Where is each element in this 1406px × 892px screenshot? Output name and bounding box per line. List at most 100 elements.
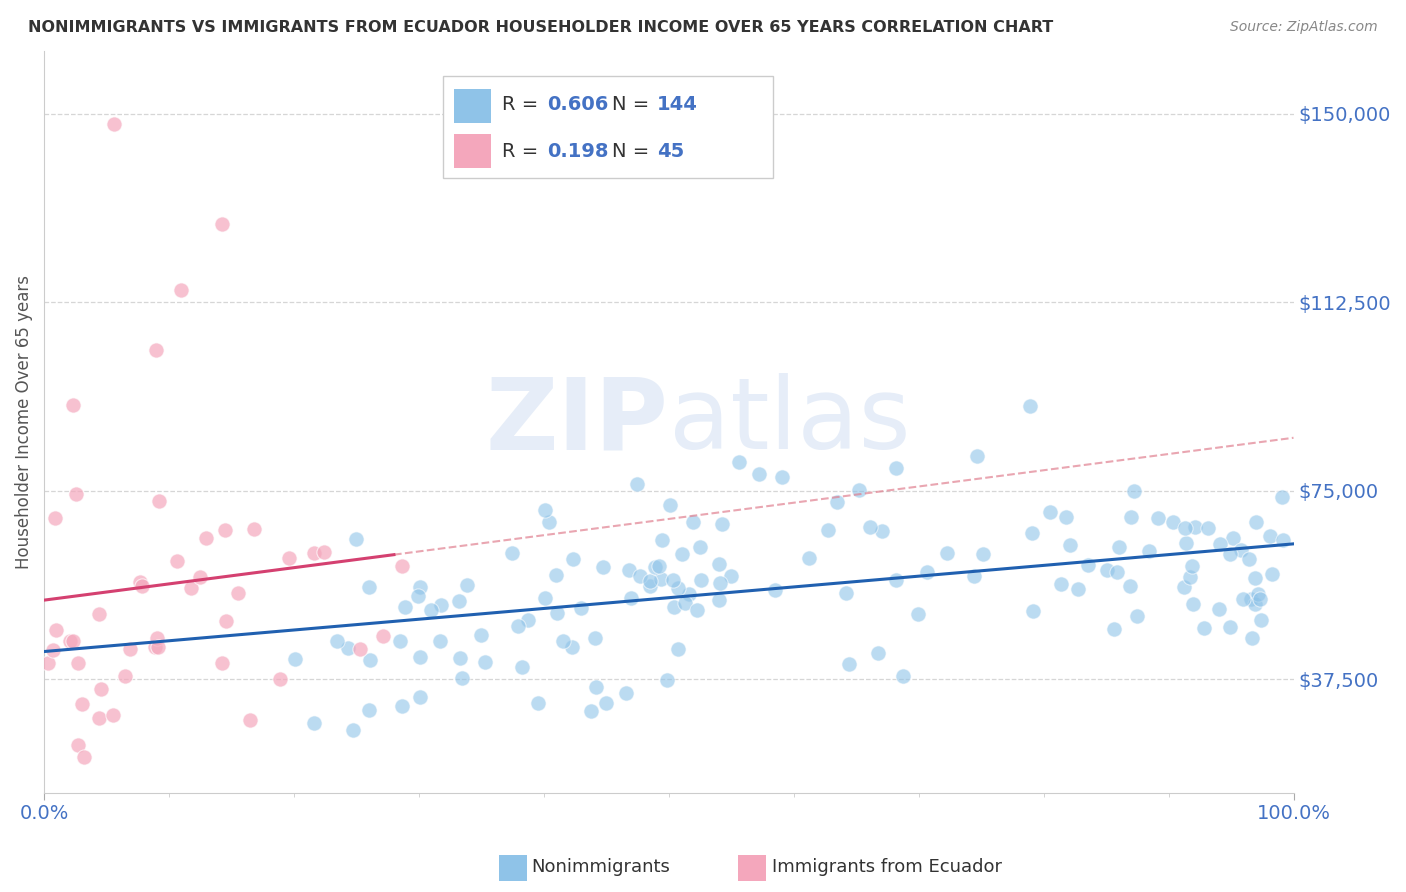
Text: Immigrants from Ecuador: Immigrants from Ecuador bbox=[772, 858, 1002, 876]
Point bbox=[1250, 613, 1272, 627]
Point bbox=[533, 591, 555, 605]
Point bbox=[707, 557, 730, 571]
Point bbox=[408, 690, 430, 704]
Point bbox=[1271, 533, 1294, 547]
Point bbox=[595, 696, 617, 710]
Point bbox=[710, 516, 733, 531]
Point bbox=[1229, 542, 1251, 557]
Point bbox=[1232, 592, 1254, 607]
Point bbox=[90, 682, 112, 697]
Point bbox=[686, 603, 709, 617]
Point bbox=[1173, 580, 1195, 594]
Point bbox=[533, 503, 555, 517]
Point bbox=[214, 523, 236, 537]
Point bbox=[546, 606, 568, 620]
Point bbox=[277, 550, 299, 565]
Point bbox=[145, 343, 167, 357]
Point bbox=[359, 653, 381, 667]
Text: ZIP: ZIP bbox=[486, 373, 669, 470]
Point bbox=[211, 217, 233, 231]
Point bbox=[1261, 567, 1284, 582]
Point bbox=[1181, 597, 1204, 611]
Point bbox=[371, 629, 394, 643]
Point bbox=[626, 477, 648, 491]
Point bbox=[655, 673, 678, 687]
Point bbox=[659, 499, 682, 513]
Point bbox=[1222, 531, 1244, 545]
Point bbox=[37, 657, 59, 671]
Point bbox=[662, 573, 685, 587]
Point bbox=[517, 613, 540, 627]
Point bbox=[963, 568, 986, 582]
Point bbox=[357, 703, 380, 717]
Point bbox=[226, 586, 249, 600]
Point bbox=[1161, 515, 1184, 529]
Point bbox=[391, 559, 413, 574]
Point bbox=[1119, 578, 1142, 592]
Point bbox=[326, 633, 349, 648]
Point bbox=[1219, 619, 1241, 633]
Point bbox=[429, 634, 451, 648]
Point bbox=[188, 570, 211, 584]
Point bbox=[1174, 521, 1197, 535]
Point bbox=[1175, 536, 1198, 550]
Point bbox=[666, 581, 689, 595]
Point bbox=[143, 640, 166, 655]
Point bbox=[678, 587, 700, 601]
Point bbox=[336, 641, 359, 656]
Point bbox=[302, 716, 325, 731]
Point bbox=[1240, 592, 1263, 607]
Point bbox=[1244, 516, 1267, 530]
Point bbox=[44, 511, 66, 525]
Point bbox=[551, 633, 574, 648]
Point bbox=[827, 494, 849, 508]
Point bbox=[1039, 505, 1062, 519]
Point bbox=[239, 713, 262, 727]
Point bbox=[1247, 587, 1270, 601]
Point bbox=[391, 698, 413, 713]
Point bbox=[474, 655, 496, 669]
Point bbox=[972, 547, 994, 561]
Point bbox=[537, 516, 560, 530]
Point bbox=[1244, 571, 1267, 585]
Point bbox=[682, 515, 704, 529]
Point bbox=[1077, 558, 1099, 573]
Point bbox=[707, 593, 730, 607]
Point bbox=[215, 614, 238, 628]
Point bbox=[1050, 577, 1073, 591]
Point bbox=[666, 642, 689, 657]
Text: N =: N = bbox=[612, 142, 655, 161]
Point bbox=[451, 672, 474, 686]
Point bbox=[886, 460, 908, 475]
Point bbox=[1181, 558, 1204, 573]
Point bbox=[510, 660, 533, 674]
Point bbox=[848, 483, 870, 498]
Point bbox=[170, 283, 193, 297]
Point bbox=[409, 581, 432, 595]
Point bbox=[638, 579, 661, 593]
Point bbox=[449, 594, 471, 608]
Point bbox=[314, 545, 336, 559]
Point bbox=[690, 574, 713, 588]
Point bbox=[269, 672, 291, 686]
Point bbox=[673, 596, 696, 610]
Point bbox=[1021, 604, 1043, 618]
Point bbox=[103, 117, 125, 131]
Text: Source: ZipAtlas.com: Source: ZipAtlas.com bbox=[1230, 20, 1378, 34]
Point bbox=[65, 486, 87, 500]
Point bbox=[1102, 622, 1125, 636]
Point bbox=[817, 523, 839, 537]
Text: 0.606: 0.606 bbox=[547, 95, 609, 114]
Point bbox=[87, 607, 110, 621]
Point bbox=[456, 578, 478, 592]
Point bbox=[1147, 510, 1170, 524]
Point bbox=[409, 649, 432, 664]
Text: NONIMMIGRANTS VS IMMIGRANTS FROM ECUADOR HOUSEHOLDER INCOME OVER 65 YEARS CORREL: NONIMMIGRANTS VS IMMIGRANTS FROM ECUADOR… bbox=[28, 20, 1053, 35]
Point bbox=[966, 449, 988, 463]
Point bbox=[359, 580, 381, 594]
Point bbox=[583, 631, 606, 645]
Point bbox=[344, 532, 367, 546]
Point bbox=[70, 697, 93, 711]
Point bbox=[1244, 597, 1267, 611]
Point bbox=[619, 563, 641, 577]
